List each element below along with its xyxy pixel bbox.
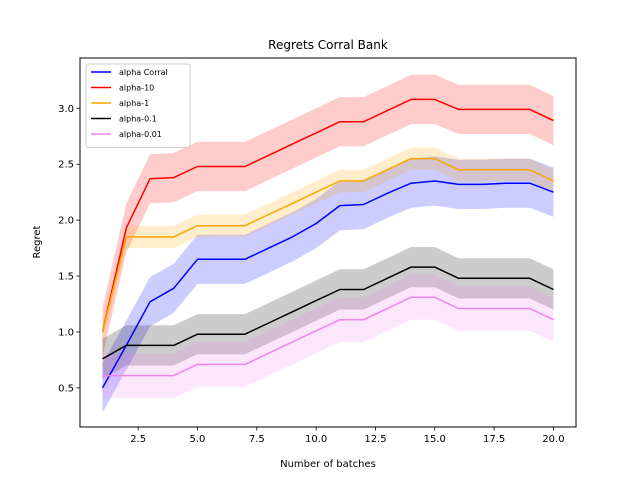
x-tick-label: 5.0 [190, 434, 206, 445]
legend-label-alpha-corral: alpha Corral [119, 68, 168, 77]
x-tick-label: 10.0 [305, 434, 327, 445]
y-tick-label: 1.0 [58, 327, 74, 338]
legend-label-alpha-0-01: alpha-0.01 [119, 130, 162, 139]
y-tick-label: 2.5 [58, 160, 74, 171]
y-axis-label: Regret [32, 225, 43, 258]
x-tick-label: 12.5 [364, 434, 386, 445]
line-alpha-0-1 [102, 266, 554, 360]
legend: alpha Corral alpha-10 alpha-1 alpha-0.1 alph… [85, 63, 191, 148]
legend-label-alpha-1: alpha-1 [119, 99, 149, 108]
plot-frame [79, 57, 577, 428]
line-alpha-0-01 [102, 296, 554, 377]
x-tick-label: 7.5 [249, 434, 265, 445]
band-alpha-0-01 [102, 274, 554, 398]
x-tick-label: 20.0 [542, 434, 564, 445]
band-alpha-corral [102, 156, 554, 413]
legend-label-alpha-0-1: alpha-0.1 [119, 115, 157, 124]
legend-label-alpha-10: alpha-10 [119, 84, 154, 93]
y-tick-label: 0.5 [58, 383, 74, 394]
y-tick-label: 2.0 [58, 216, 74, 227]
line-alpha-corral [101, 180, 554, 389]
x-axis-label: Number of batches [280, 459, 376, 470]
line-alpha-10 [101, 98, 554, 333]
y-tick-label: 1.5 [58, 272, 74, 283]
x-axis-ticks: 2.5 5.0 7.5 10.0 12.5 15.0 17.5 20.0 [130, 427, 565, 445]
line-alpha-1 [101, 157, 554, 333]
legend-box [85, 63, 191, 148]
series-lines [101, 98, 554, 389]
x-tick-label: 15.0 [424, 434, 446, 445]
y-axis-ticks: 0.5 1.0 1.5 2.0 2.5 3.0 [58, 104, 80, 394]
band-alpha-10 [102, 74, 554, 357]
x-tick-label: 17.5 [483, 434, 505, 445]
chart-title: Regrets Corral Bank [268, 38, 388, 52]
y-tick-label: 3.0 [58, 104, 74, 115]
x-tick-label: 2.5 [130, 434, 146, 445]
band-alpha-0-1 [102, 247, 554, 379]
